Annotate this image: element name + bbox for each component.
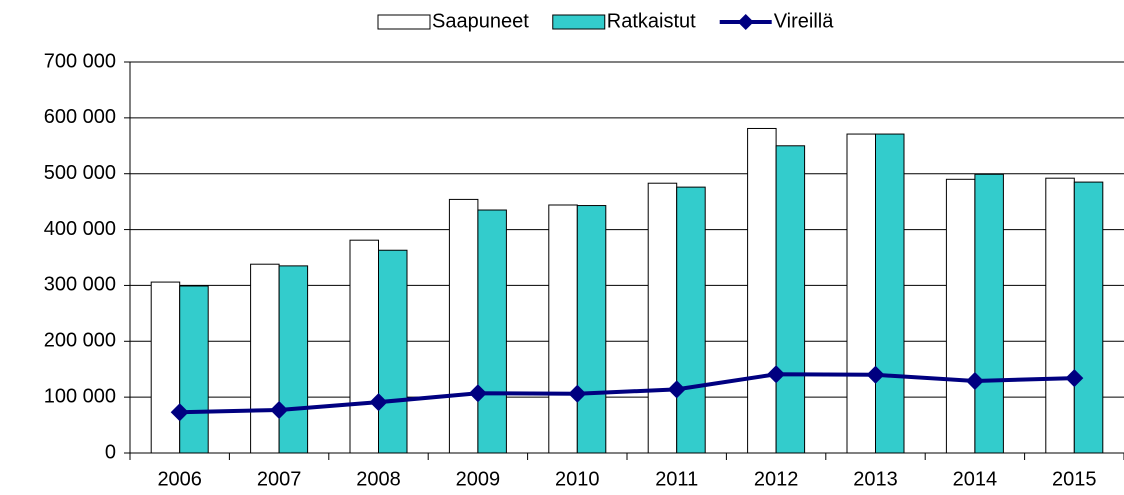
bar [945,178,976,454]
y-tick-label: 400 000 [44,218,116,240]
y-tick-label: 300 000 [44,274,116,296]
marker [667,380,686,399]
bar [378,249,408,454]
x-tick-label: 2010 [555,468,600,490]
bar [179,285,209,454]
bar [250,263,280,454]
bar [974,173,1004,454]
bar [448,198,479,454]
y-tick-label: 100 000 [44,385,116,407]
bar [846,133,876,454]
marker [767,365,786,384]
y-tick-label: 500 000 [44,162,116,184]
bar [747,127,777,454]
marker [568,384,587,403]
bar [647,182,678,454]
marker [270,400,289,419]
legend-label: Vireillä [774,10,835,32]
x-tick-label: 2013 [853,468,898,490]
bar [548,204,578,454]
x-tick-label: 2015 [1052,468,1097,490]
x-tick-label: 2008 [356,468,401,490]
marker [170,403,189,422]
bar [875,133,905,454]
bar [150,281,181,454]
bar [1045,177,1075,454]
y-tick-label: 0 [105,441,116,463]
x-tick-label: 2009 [456,468,501,490]
marker [369,393,388,412]
x-tick-label: 2011 [655,468,698,490]
bar [278,265,309,454]
marker [468,384,487,403]
marker [1065,369,1084,388]
x-tick-label: 2012 [754,468,799,490]
bar [676,186,706,454]
legend-label: Saapuneet [432,10,529,32]
bar [775,145,806,454]
marker [866,365,885,384]
bar [1073,181,1104,454]
x-tick-label: 2007 [257,468,302,490]
legend-swatch [377,14,431,30]
line [179,372,1075,415]
marker [965,371,984,390]
y-tick-label: 600 000 [44,106,116,128]
bar [349,239,379,454]
bar [477,209,507,454]
y-tick-label: 700 000 [44,50,116,72]
x-tick-label: 2006 [157,468,202,490]
legend-swatch [552,14,606,30]
x-tick-label: 2014 [953,468,998,490]
legend-label: Ratkaistut [607,10,696,32]
y-tick-label: 200 000 [44,330,116,352]
bar [576,205,607,454]
legend-marker [737,14,754,30]
